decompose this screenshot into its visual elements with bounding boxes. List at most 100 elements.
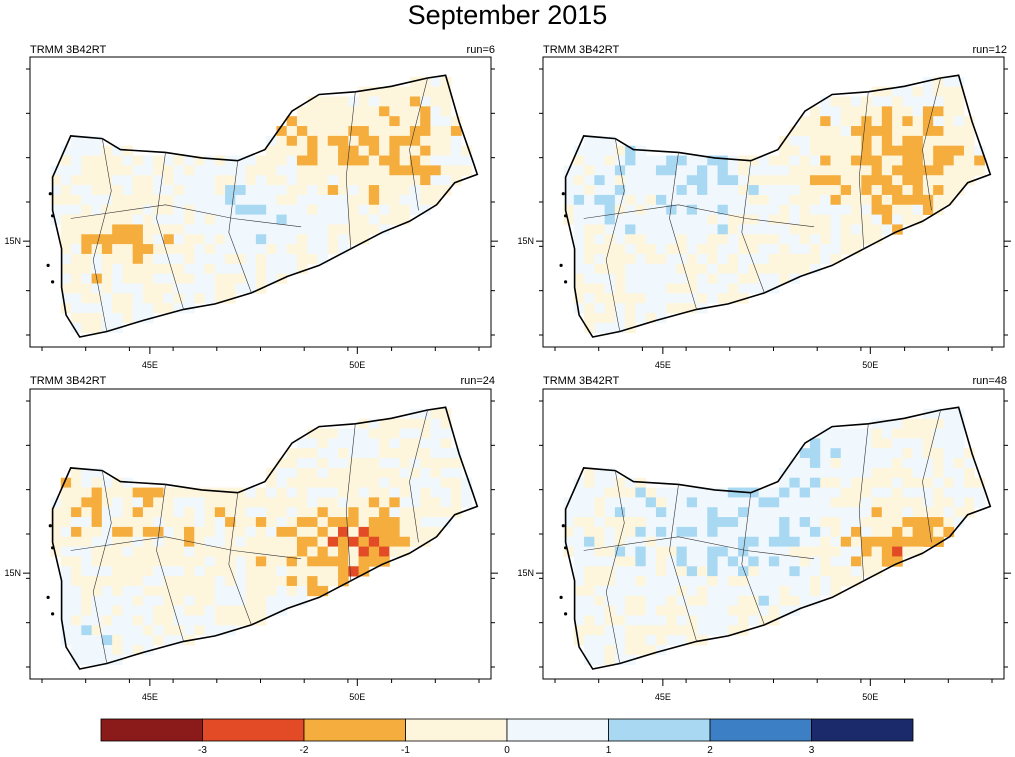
grid-cell — [266, 145, 277, 156]
grid-cell — [902, 467, 914, 479]
grid-cell — [697, 165, 708, 176]
grid-cell — [163, 175, 175, 186]
grid-cell — [871, 185, 883, 196]
grid-cell — [214, 165, 226, 176]
grid-cell — [830, 438, 842, 449]
grid-cell — [779, 585, 790, 597]
grid-cell — [655, 283, 667, 294]
grid-cell — [892, 458, 903, 469]
grid-cell — [101, 322, 113, 334]
grid-cell — [173, 566, 185, 577]
grid-cell — [686, 155, 698, 166]
grid-cell — [799, 263, 811, 275]
colorbar-tick-label: 0 — [504, 745, 510, 756]
grid-cell — [697, 155, 708, 166]
grid-cell — [81, 526, 93, 538]
grid-cell — [112, 175, 123, 186]
grid-cell — [655, 507, 667, 518]
panel-3-source-label: TRMM 3B42RT — [30, 375, 107, 387]
grid-cell — [758, 253, 770, 265]
grid-cell — [748, 576, 760, 587]
grid-cell — [922, 116, 934, 127]
grid-cell — [307, 576, 318, 587]
grid-cell — [101, 526, 113, 538]
grid-cell — [892, 224, 903, 235]
admin-boundary — [409, 77, 428, 211]
grid-cell — [748, 175, 760, 186]
grid-cell — [748, 546, 760, 557]
grid-cell — [358, 214, 370, 225]
grid-cell — [686, 635, 698, 646]
grid-cell — [184, 556, 195, 567]
grid-cell — [748, 155, 760, 166]
grid-cell — [974, 145, 985, 156]
grid-cell — [820, 497, 831, 508]
grid-cell — [255, 234, 267, 245]
grid-cell — [604, 224, 616, 235]
grid-cell — [348, 155, 359, 166]
grid-cell — [379, 86, 390, 97]
grid-cell — [50, 536, 62, 547]
x-tick-label: 50E — [862, 692, 878, 702]
grid-cell — [235, 497, 247, 508]
grid-cell — [933, 497, 944, 508]
grid-cell — [112, 303, 123, 314]
grid-cell — [697, 585, 708, 597]
anomaly-grid — [50, 76, 472, 334]
grid-cell — [327, 517, 339, 528]
grid-cell — [594, 322, 606, 334]
grid-cell — [943, 126, 955, 137]
grid-cell — [645, 576, 657, 587]
grid-cell — [655, 644, 667, 656]
grid-cell — [379, 458, 390, 469]
grid-cell — [851, 448, 862, 459]
grid-cell — [748, 194, 760, 206]
grid-cell — [307, 116, 318, 127]
grid-cell — [645, 497, 657, 508]
grid-cell — [358, 165, 370, 176]
grid-cell — [153, 185, 164, 196]
grid-cell — [809, 145, 821, 156]
grid-cell — [851, 467, 862, 479]
grid-cell — [142, 185, 154, 196]
x-tick-label: 45E — [142, 360, 158, 370]
grid-cell — [71, 303, 82, 314]
grid-cell — [573, 303, 585, 314]
grid-cell — [902, 194, 914, 206]
grid-cell — [163, 536, 175, 547]
colorbar-swatch — [709, 718, 812, 742]
grid-cell — [81, 615, 93, 626]
grid-cell — [399, 477, 411, 488]
grid-cell — [266, 194, 277, 206]
grid-cell — [81, 135, 93, 147]
grid-cell — [892, 214, 903, 225]
grid-cell — [594, 566, 606, 577]
admin-boundary — [70, 204, 302, 228]
grid-cell — [779, 477, 790, 488]
grid-cell — [122, 497, 134, 508]
grid-cell — [912, 185, 924, 196]
grid-cell — [573, 253, 585, 265]
grid-cell — [604, 654, 616, 666]
grid-cell — [225, 273, 236, 284]
grid-cell — [573, 155, 585, 166]
grid-cell — [953, 517, 965, 528]
grid-cell — [71, 204, 82, 215]
grid-cell — [389, 185, 401, 196]
grid-cell — [922, 408, 934, 420]
grid-cell — [697, 546, 708, 557]
grid-cell — [112, 644, 123, 656]
grid-cell — [112, 507, 123, 518]
grid-cell — [338, 185, 349, 196]
panel-1-source-label: TRMM 3B42RT — [30, 44, 107, 56]
grid-cell — [245, 234, 257, 245]
grid-cell — [840, 224, 852, 235]
grid-cell — [194, 175, 205, 186]
grid-cell — [420, 517, 431, 528]
grid-cell — [655, 165, 667, 176]
grid-cell — [851, 546, 862, 557]
grid-cell — [635, 194, 647, 206]
grid-cell — [101, 175, 113, 186]
grid-cell — [655, 536, 667, 547]
grid-cell — [81, 635, 93, 646]
